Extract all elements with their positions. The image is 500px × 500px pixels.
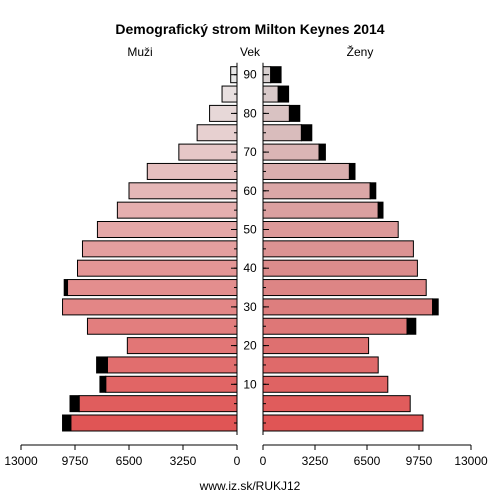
female-bar-40-44	[262, 259, 418, 277]
male-bar-70-74	[178, 143, 238, 161]
female-x-tick-label: 0	[260, 454, 267, 468]
male-bar-30-34	[62, 298, 238, 316]
male-label: Muži	[127, 45, 152, 59]
age-tick-label: 70	[243, 145, 257, 159]
female-bar-10-14	[262, 375, 389, 393]
male-excess-0-4	[62, 414, 72, 432]
female-bar-20-24	[262, 337, 370, 355]
male-bar-40-44	[76, 259, 238, 277]
female-excess-90+	[270, 66, 282, 84]
female-bar-60-64	[262, 182, 371, 200]
male-bar-10-14	[105, 375, 238, 393]
age-tick-label: 80	[243, 106, 257, 120]
female-excess-80-84	[288, 104, 301, 122]
female-x-tick-label: 13000	[454, 454, 488, 468]
male-excess-15-19	[96, 356, 108, 374]
female-excess-25-29	[406, 317, 417, 335]
female-excess-60-64	[369, 182, 377, 200]
female-excess-65-69	[348, 162, 356, 180]
female-bar-45-49	[262, 240, 414, 258]
female-bar-30-34	[262, 298, 434, 316]
age-tick-label: 60	[243, 184, 257, 198]
male-bar-25-29	[86, 317, 238, 335]
female-bar-0-4	[262, 414, 424, 432]
female-x-tick-label: 3250	[302, 454, 329, 468]
male-bar-50-54	[96, 221, 238, 238]
female-excess-75-79	[300, 124, 313, 142]
source-label: www.iz.sk/RUKJ12	[199, 479, 301, 493]
female-bar-15-19	[262, 356, 379, 374]
male-x-tick-label: 6500	[116, 454, 143, 468]
female-bar-65-69	[262, 162, 350, 180]
female-x-tick-label: 9750	[406, 454, 433, 468]
male-bar-75-79	[196, 124, 238, 142]
age-tick-label: 90	[243, 68, 257, 82]
chart-title: Demografický strom Milton Keynes 2014	[115, 21, 384, 37]
male-excess-10-14	[99, 375, 107, 393]
female-bar-55-59	[262, 201, 379, 219]
male-excess-35-39	[63, 279, 69, 297]
female-label: Ženy	[347, 44, 374, 59]
age-tick-label: 30	[243, 300, 257, 314]
male-bar-20-24	[126, 337, 238, 355]
male-x-tick-label: 9750	[62, 454, 89, 468]
male-x-tick-label: 13000	[4, 454, 38, 468]
axes-layer: 10 20 30 40 50 60 70 80 90 13000 9750 6500 3250 0 0 325…	[4, 62, 488, 468]
male-bar-55-59	[116, 201, 238, 219]
age-tick-label: 40	[243, 261, 257, 275]
male-x-tick-label: 3250	[170, 454, 197, 468]
male-x-tick-label: 0	[234, 454, 241, 468]
female-excess-85-89	[277, 85, 290, 103]
female-bar-50-54	[262, 221, 399, 238]
male-bar-5-9	[78, 395, 238, 413]
female-bar-70-74	[262, 143, 320, 161]
female-bar-5-9	[262, 395, 411, 413]
bars-layer	[62, 66, 439, 432]
male-bar-0-4	[70, 414, 238, 432]
age-tick-label: 20	[243, 339, 257, 353]
male-bar-60-64	[128, 182, 238, 200]
female-x-tick-label: 6500	[354, 454, 381, 468]
female-excess-55-59	[377, 201, 384, 219]
male-bar-35-39	[67, 279, 238, 297]
age-tick-label: 50	[243, 223, 257, 237]
female-bar-75-79	[262, 124, 302, 142]
age-label: Vek	[240, 45, 261, 59]
male-excess-5-9	[69, 395, 80, 413]
male-bar-65-69	[146, 162, 238, 180]
female-bar-35-39	[262, 279, 427, 297]
female-bar-25-29	[262, 317, 408, 335]
female-excess-30-34	[432, 298, 439, 316]
age-tick-label: 10	[243, 377, 257, 391]
male-bar-15-19	[106, 356, 238, 374]
male-bar-45-49	[81, 240, 238, 258]
female-excess-70-74	[318, 143, 326, 161]
